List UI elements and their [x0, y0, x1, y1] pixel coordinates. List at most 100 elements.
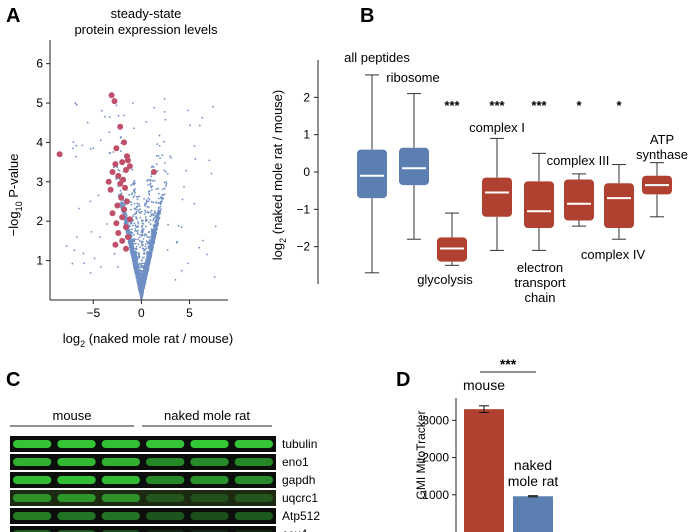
scatter-point: [141, 270, 144, 272]
box-6: *: [604, 98, 634, 240]
highlighted-point: [117, 123, 124, 130]
scatter-point: [115, 104, 118, 107]
scatter-point: [146, 179, 149, 182]
scatter-point: [120, 205, 123, 208]
scatter-point: [156, 228, 158, 231]
scatter-point: [213, 276, 216, 278]
highlighted-point: [117, 180, 124, 187]
scatter-point: [147, 266, 149, 269]
scatter-point: [142, 252, 145, 255]
scatter-point: [126, 222, 128, 224]
scatter-point: [140, 210, 143, 213]
scatter-point: [73, 249, 76, 252]
box-body: [482, 177, 512, 217]
scatter-point: [145, 200, 148, 203]
scatter-point: [149, 245, 152, 248]
scatter-point: [150, 200, 153, 203]
scatter-point: [130, 184, 133, 187]
scatter-point: [136, 277, 139, 280]
scatter-point: [137, 238, 140, 241]
scatter-point: [120, 202, 123, 205]
scatter-point: [100, 109, 103, 112]
scatter-point: [123, 203, 125, 205]
scatter-point: [117, 114, 120, 117]
scatter-point: [144, 270, 147, 273]
scatter-point: [93, 257, 96, 260]
scatter-point: [138, 236, 141, 239]
chart-d-label-nmr-line1: naked: [514, 457, 552, 473]
scatter-point: [136, 202, 139, 205]
scatter-point: [108, 131, 111, 134]
bar-1: [513, 495, 553, 532]
box-significance: *: [576, 98, 582, 113]
scatter-point: [134, 268, 137, 270]
blot-label: uqcrc1: [282, 491, 318, 505]
scatter-point: [139, 246, 142, 249]
chart-b-y-label-suffix: (naked mole rat / mouse): [270, 90, 285, 238]
y-tick-label: 4: [36, 135, 43, 149]
scatter-point: [128, 193, 131, 196]
scatter-point: [72, 147, 74, 150]
scatter-point: [144, 211, 147, 214]
scatter-point: [75, 155, 77, 158]
scatter-point: [137, 266, 140, 269]
scatter-point: [132, 102, 134, 104]
scatter-point: [123, 204, 126, 207]
scatter-point: [154, 212, 156, 215]
scatter-point: [141, 291, 144, 293]
blot-band: [190, 440, 229, 448]
scatter-point: [167, 223, 170, 226]
chart-a-noise-points: [65, 98, 217, 301]
highlighted-point: [122, 184, 128, 191]
scatter-point: [142, 289, 144, 291]
scatter-point: [131, 231, 134, 234]
scatter-point: [131, 254, 134, 257]
scatter-point: [124, 213, 127, 216]
scatter-point: [174, 279, 177, 281]
scatter-point: [129, 241, 132, 243]
blot-band: [13, 476, 52, 484]
scatter-point: [144, 277, 147, 279]
scatter-point: [141, 226, 144, 229]
scatter-point: [143, 234, 146, 237]
highlighted-point: [105, 178, 112, 185]
scatter-point: [115, 178, 118, 181]
scatter-point: [152, 213, 154, 215]
scatter-point: [100, 266, 102, 268]
scatter-point: [135, 210, 138, 213]
y-tick-label: 2: [303, 90, 310, 104]
scatter-point: [140, 288, 142, 291]
scatter-point: [150, 249, 153, 251]
scatter-point: [142, 276, 145, 278]
blot-band: [234, 440, 273, 448]
blot-band: [146, 476, 185, 484]
scatter-point: [99, 236, 101, 239]
scatter-point: [153, 217, 155, 220]
chart-a-y-label-suffix: P-value: [6, 154, 21, 202]
scatter-point: [148, 194, 151, 196]
blot-band: [146, 458, 185, 466]
chart-d-y-label: GMI MitoTracker: [414, 411, 428, 500]
chart-b-label-glycolysis: glycolysis: [417, 272, 473, 287]
scatter-point: [133, 250, 136, 253]
scatter-point: [133, 233, 135, 236]
scatter-point: [135, 255, 137, 258]
box-body: [399, 147, 429, 186]
scatter-point: [151, 185, 154, 188]
blot-band: [57, 512, 96, 520]
box-7: [642, 162, 672, 218]
scatter-point: [133, 222, 136, 225]
scatter-point: [148, 192, 150, 195]
scatter-point: [145, 261, 147, 264]
scatter-point: [126, 215, 128, 217]
scatter-point: [133, 256, 136, 258]
chart-b-label-etc-line1: electron: [517, 260, 563, 275]
scatter-point: [99, 139, 102, 142]
box-significance: ***: [444, 98, 460, 113]
scatter-point: [161, 188, 164, 191]
blot-row-gapdh: gapdh: [10, 472, 315, 488]
chart-b-boxes: *** *** *** * *: [357, 74, 672, 274]
scatter-point: [156, 217, 158, 220]
scatter-point: [129, 231, 132, 233]
scatter-point: [145, 233, 147, 236]
